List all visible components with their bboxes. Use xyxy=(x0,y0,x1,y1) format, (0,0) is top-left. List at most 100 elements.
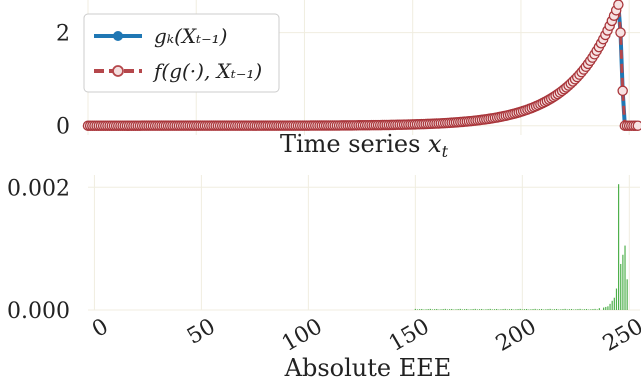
bar xyxy=(440,309,442,310)
bar xyxy=(491,309,493,310)
bar xyxy=(618,184,620,310)
bar xyxy=(485,309,487,310)
bar xyxy=(511,308,513,310)
bar xyxy=(429,308,431,310)
bar xyxy=(545,309,547,310)
bottom-x-tick-label: 200 xyxy=(492,314,541,357)
bar xyxy=(603,307,605,310)
bar xyxy=(605,306,607,310)
top-x-axis-label: Time series xt xyxy=(280,130,449,161)
bar xyxy=(620,263,622,310)
bar xyxy=(459,308,461,310)
bar xyxy=(515,309,517,310)
bottom-y-tick-labels: 0.000 0.002 xyxy=(7,176,70,324)
bar xyxy=(472,309,474,310)
bar xyxy=(592,309,594,310)
bottom-x-axis-label: Absolute EEE xyxy=(284,354,452,382)
top-x-axis-label-main: Time series xyxy=(280,130,428,158)
bar xyxy=(530,309,532,310)
bar xyxy=(448,309,451,310)
bar xyxy=(474,308,476,310)
bar xyxy=(481,308,483,310)
bar xyxy=(611,300,613,310)
bottom-y-tick-label: 0.002 xyxy=(7,176,70,201)
bar xyxy=(523,309,526,310)
bar xyxy=(427,309,429,310)
bar xyxy=(455,309,457,310)
bar xyxy=(466,308,468,310)
series-f-marker xyxy=(615,27,626,38)
bar xyxy=(506,309,508,310)
bar xyxy=(615,288,618,310)
bar xyxy=(476,309,478,310)
bar xyxy=(538,309,541,310)
bar xyxy=(594,308,596,310)
bar xyxy=(536,309,538,310)
bottom-grid xyxy=(88,175,640,311)
series-f-marker xyxy=(632,120,641,131)
bar xyxy=(532,309,534,310)
bar xyxy=(547,309,549,310)
bar xyxy=(590,309,592,310)
bar xyxy=(504,308,506,310)
bar xyxy=(436,308,438,310)
legend-marker-f xyxy=(112,65,124,77)
bar xyxy=(553,309,556,310)
bar xyxy=(521,309,523,310)
bar xyxy=(517,309,519,310)
bar xyxy=(555,308,558,310)
bar xyxy=(421,308,423,310)
bar xyxy=(609,303,611,310)
bar xyxy=(470,309,472,310)
bar xyxy=(575,309,577,310)
bar xyxy=(463,309,466,310)
legend-marker-gk xyxy=(113,31,123,41)
bar xyxy=(414,308,416,310)
series-f-marker xyxy=(613,0,624,10)
bar xyxy=(598,308,600,310)
top-line-chart: 02 gₖ(Xₜ₋₁) f(g(·), Xₜ₋₁) Time series xt xyxy=(56,0,641,161)
bar xyxy=(560,309,562,310)
bar xyxy=(549,308,551,310)
bar xyxy=(562,309,564,310)
bar xyxy=(425,309,427,310)
bottom-x-tick-label: 150 xyxy=(385,314,434,357)
bar xyxy=(416,309,419,310)
bar xyxy=(577,309,579,310)
bottom-bar-chart: 0.000 0.002 0 50 100 150 200 250 Absolute EEE xyxy=(7,175,641,382)
bar xyxy=(585,308,588,310)
bar xyxy=(502,309,504,310)
bar xyxy=(461,309,464,310)
bar xyxy=(496,308,498,310)
bar xyxy=(442,309,444,310)
bottom-x-tick-label: 0 xyxy=(88,314,113,343)
bar xyxy=(431,309,434,310)
bottom-x-tick-labels: 0 50 100 150 200 250 xyxy=(88,314,641,357)
bar xyxy=(500,309,502,310)
bar xyxy=(568,309,570,310)
bar xyxy=(451,308,453,310)
bar xyxy=(607,306,609,310)
bar xyxy=(540,308,543,310)
bar xyxy=(519,308,521,310)
bar xyxy=(564,308,566,310)
bar xyxy=(446,309,449,310)
series-f-marker xyxy=(617,85,628,97)
bottom-x-tick-label: 100 xyxy=(278,314,327,357)
bar xyxy=(566,309,568,310)
bar xyxy=(508,309,511,310)
bar xyxy=(419,309,421,310)
bar xyxy=(581,309,583,310)
top-y-tick-labels: 02 xyxy=(56,22,70,140)
bottom-bars xyxy=(414,184,628,310)
bar xyxy=(457,309,459,310)
top-x-axis-label-var: x xyxy=(428,130,442,158)
bar xyxy=(487,309,489,310)
top-y-tick-label: 0 xyxy=(56,115,70,140)
bar xyxy=(493,309,496,310)
bottom-x-tick-label: 50 xyxy=(183,314,220,350)
bar xyxy=(434,309,436,310)
bar xyxy=(478,309,481,310)
bar xyxy=(622,254,624,310)
bar xyxy=(526,308,528,310)
